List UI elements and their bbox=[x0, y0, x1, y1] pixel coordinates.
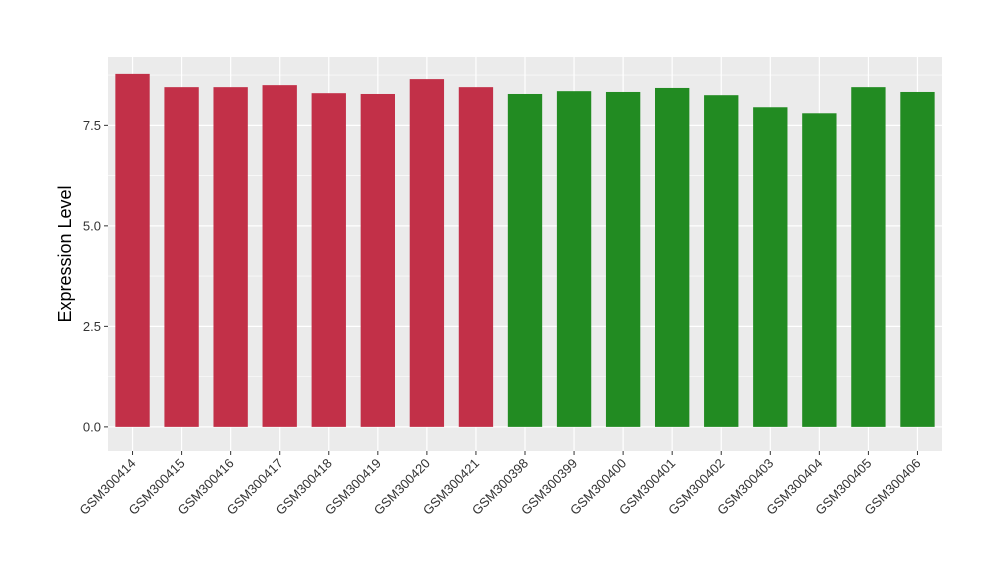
bar-GSM300414 bbox=[115, 73, 150, 427]
bar-GSM300403 bbox=[753, 107, 788, 427]
bar-GSM300415 bbox=[164, 87, 199, 427]
bar-GSM300399 bbox=[556, 91, 592, 427]
bar-GSM300420 bbox=[409, 79, 445, 427]
bar-GSM300416 bbox=[213, 87, 248, 427]
bar-GSM300419 bbox=[360, 93, 395, 427]
bar-GSM300421 bbox=[458, 87, 494, 427]
bar-GSM300401 bbox=[655, 87, 690, 427]
y-tick-label: 0.0 bbox=[83, 419, 101, 434]
bar-GSM300404 bbox=[802, 113, 837, 427]
y-axis-title: Expression Level bbox=[55, 185, 75, 322]
bar-GSM300405 bbox=[851, 87, 886, 427]
bar-GSM300400 bbox=[605, 91, 641, 427]
bars bbox=[115, 73, 935, 427]
bar-GSM300418 bbox=[311, 93, 346, 427]
bar-GSM300406 bbox=[900, 91, 935, 427]
bar-GSM300398 bbox=[507, 93, 543, 427]
y-tick-label: 5.0 bbox=[83, 218, 101, 233]
bar-GSM300402 bbox=[704, 95, 739, 427]
x-axis: GSM300414GSM300415GSM300416GSM300417GSM3… bbox=[76, 451, 924, 518]
bar-GSM300417 bbox=[262, 85, 297, 427]
y-axis: 0.0 2.5 5.0 7.5 bbox=[83, 118, 108, 434]
y-tick-label: 2.5 bbox=[83, 319, 101, 334]
y-tick-label: 7.5 bbox=[83, 118, 101, 133]
